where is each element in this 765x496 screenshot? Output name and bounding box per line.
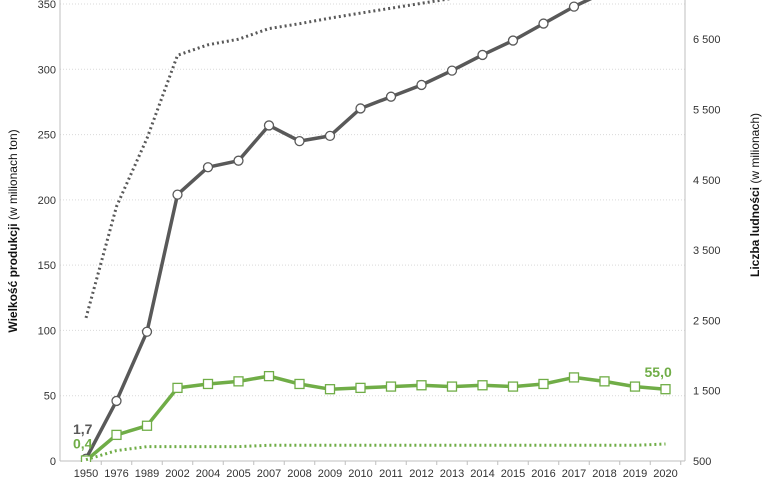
series-point-circle xyxy=(172,189,183,200)
x-axis-ticks: 1950 1976 1989 2002 2004 2005 2007 2008 2009 2010… xyxy=(74,461,682,480)
y2-axis-title: Liczba ludności (w milionach) xyxy=(748,113,762,277)
x-tick-label: 2009 xyxy=(318,468,342,480)
data-label: 1,7 xyxy=(73,421,93,437)
y-axis-title-unit: (w milionach ton) xyxy=(6,129,20,223)
x-tick-label: 2020 xyxy=(653,468,677,480)
x-tick-label: 2008 xyxy=(287,468,311,480)
series-point-square xyxy=(568,372,580,383)
y-tick-label: 50 xyxy=(44,391,56,403)
series-point-circle xyxy=(233,155,244,166)
series-point-circle xyxy=(111,395,122,407)
data-labels: 1,70,4 55,0 xyxy=(73,364,672,451)
series-point-square xyxy=(599,376,610,387)
series-point-circle xyxy=(477,49,488,61)
x-tick-label: 2014 xyxy=(470,468,494,480)
x-tick-label: 2011 xyxy=(379,468,403,480)
series-point-circle xyxy=(507,35,519,46)
gridlines xyxy=(60,3,685,397)
series-point-square xyxy=(416,380,427,391)
series-point-square xyxy=(294,378,305,390)
series-point-square xyxy=(172,382,183,394)
x-tick-label: 2018 xyxy=(592,468,616,480)
x-tick-label: 2004 xyxy=(196,468,220,480)
y2-axis-title-unit: (w milionach) xyxy=(748,113,762,187)
y-tick-label: 0 xyxy=(50,456,56,468)
series-point-square xyxy=(629,381,641,392)
right-axis-ticks: 500 1 500 2 500 3 500 4 500 5 500 6 500 xyxy=(693,34,721,468)
series-point-square xyxy=(111,429,122,441)
series-point-circle xyxy=(538,18,549,29)
y2-tick-label: 5 500 xyxy=(693,104,721,116)
y-tick-label: 350 xyxy=(38,0,56,11)
y2-tick-label: 1 500 xyxy=(693,386,721,398)
series-point-square xyxy=(507,381,519,392)
data-label: 0,4 xyxy=(73,435,93,451)
series-point-square xyxy=(202,378,214,390)
y-tick-label: 150 xyxy=(38,260,56,272)
series-line-0 xyxy=(84,0,593,460)
series-point-square xyxy=(324,384,336,395)
y-axis-title: Wielkość produkcji (w milionach ton) xyxy=(6,129,20,332)
y2-tick-label: 6 500 xyxy=(693,34,721,46)
x-tick-label: 1950 xyxy=(74,468,98,480)
series-point-circle xyxy=(446,65,458,76)
series-point-circle xyxy=(416,79,427,91)
series-point-square xyxy=(477,380,488,391)
x-tick-label: 2010 xyxy=(348,468,372,480)
series-layer xyxy=(80,0,671,462)
series-point-square xyxy=(385,381,397,392)
series-point-square xyxy=(446,381,458,392)
x-tick-label: 2002 xyxy=(165,468,189,480)
series-point-circle xyxy=(202,162,214,173)
x-tick-label: 2016 xyxy=(531,468,555,480)
x-tick-label: 2019 xyxy=(623,468,647,480)
series-point-circle xyxy=(324,130,336,142)
x-tick-label: 2013 xyxy=(440,468,464,480)
left-axis-ticks: 0 50 100 150 200 250 300 350 xyxy=(38,0,56,468)
x-tick-label: 1976 xyxy=(104,468,128,480)
series-point-circle xyxy=(355,103,366,114)
y-tick-label: 100 xyxy=(38,325,56,337)
series-line-2 xyxy=(84,0,452,319)
x-tick-label: 2005 xyxy=(226,468,250,480)
y2-tick-label: 3 500 xyxy=(693,245,721,257)
y-tick-label: 300 xyxy=(38,64,56,76)
x-tick-label: 2012 xyxy=(409,468,433,480)
series-point-square xyxy=(141,420,153,431)
y2-tick-label: 2 500 xyxy=(693,315,721,327)
data-label: 55,0 xyxy=(645,364,672,380)
x-tick-label: 2017 xyxy=(562,468,586,480)
series-point-square xyxy=(538,378,549,390)
series-point-circle xyxy=(385,91,397,102)
series-point-circle xyxy=(294,135,305,147)
series-point-circle xyxy=(568,1,580,12)
y-tick-label: 200 xyxy=(38,195,56,207)
series-point-circle xyxy=(141,326,153,337)
series-point-square xyxy=(80,455,92,462)
series-point-square xyxy=(660,384,671,395)
y2-tick-label: 4 500 xyxy=(693,175,721,187)
series-point-square xyxy=(263,370,275,382)
y2-tick-label: 500 xyxy=(693,456,711,468)
x-tick-label: 2015 xyxy=(501,468,525,480)
x-tick-label: 2007 xyxy=(257,468,281,480)
y-axis-title-bold: Wielkość produkcji xyxy=(6,223,20,332)
series-line-3 xyxy=(85,442,666,462)
series-point-square xyxy=(233,376,244,387)
series-point-circle xyxy=(263,120,275,131)
series-point-square xyxy=(355,382,366,394)
y2-axis-title-bold: Liczba ludności xyxy=(748,187,762,277)
x-tick-label: 1989 xyxy=(135,468,159,480)
y-tick-label: 250 xyxy=(38,130,56,142)
